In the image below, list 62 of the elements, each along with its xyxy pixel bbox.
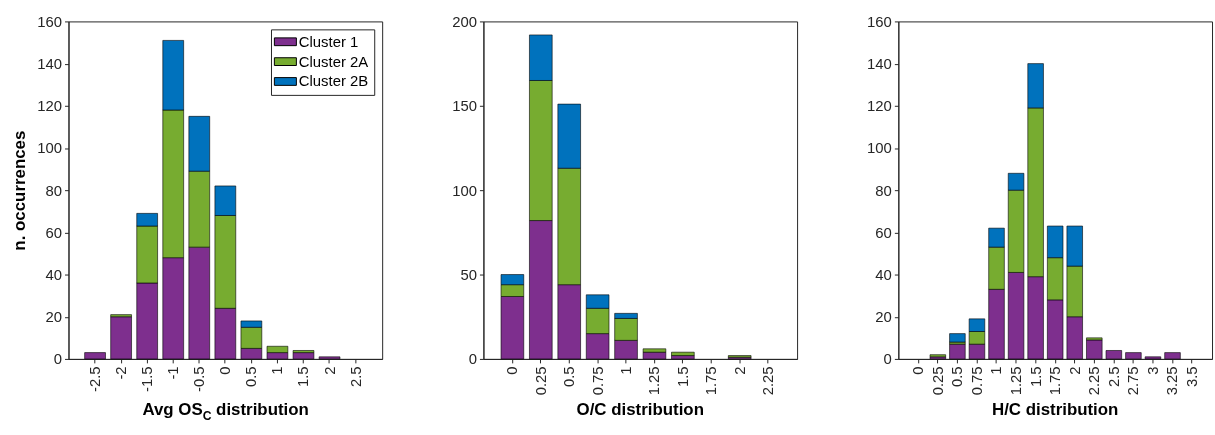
y-tick-label: 100 — [867, 140, 892, 157]
y-tick-label: 140 — [37, 56, 63, 73]
x-tick-label: 2.25 — [1086, 366, 1103, 396]
x-axis-title: O/C distribution — [576, 399, 704, 419]
x-tick-label: 2.5 — [1105, 366, 1122, 388]
y-tick-label: 100 — [452, 182, 477, 199]
x-tick-label: 0.5 — [243, 366, 260, 388]
x-tick-label: 3.5 — [1184, 366, 1201, 388]
x-tick-label: 0.75 — [589, 366, 606, 396]
y-tick-label: 160 — [37, 13, 63, 30]
y-tick-label: 200 — [452, 13, 477, 30]
y-tick-label: 120 — [867, 98, 892, 115]
y-tick-label: 160 — [867, 13, 892, 30]
y-tick-label: 80 — [45, 182, 63, 199]
y-axis-title: n. occurrences — [10, 130, 30, 251]
x-tick-label: 1.5 — [674, 366, 691, 388]
x-tick-label: 1 — [618, 366, 635, 375]
x-tick-label: 2.75 — [1125, 366, 1142, 396]
x-tick-label: 2.5 — [347, 366, 364, 388]
x-tick-label: 3.25 — [1164, 366, 1181, 396]
x-tick-label: 2 — [731, 366, 748, 375]
x-tick-label: 2.25 — [760, 366, 777, 396]
x-tick-label: 1.5 — [1027, 366, 1044, 388]
x-tick-label: -2 — [113, 366, 130, 380]
x-tick-label: 1.75 — [703, 366, 720, 396]
x-axis-title: H/C distribution — [991, 399, 1119, 419]
x-tick-label: 3 — [1144, 366, 1161, 375]
y-tick-label: 60 — [875, 224, 892, 241]
y-tick-label: 40 — [875, 267, 892, 284]
legend-label: Cluster 2B — [298, 73, 369, 90]
y-tick-label: 50 — [460, 267, 477, 284]
x-tick-label: 0 — [910, 366, 927, 375]
x-tick-label: 2 — [1066, 366, 1083, 375]
y-tick-label: 20 — [45, 309, 63, 326]
x-tick-label: 0 — [217, 366, 234, 375]
x-tick-label: 1.25 — [1008, 366, 1025, 396]
y-tick-label: 20 — [875, 309, 892, 326]
x-tick-label: 0.25 — [532, 366, 549, 396]
y-tick-label: 40 — [45, 267, 63, 284]
y-tick-label: 80 — [875, 182, 892, 199]
x-tick-label: 1.25 — [646, 366, 663, 396]
x-tick-label: 1 — [988, 366, 1005, 375]
x-tick-label: -0.5 — [191, 366, 208, 393]
x-tick-label: 1.75 — [1047, 366, 1064, 396]
x-tick-label: 0.75 — [968, 366, 985, 396]
y-tick-label: 150 — [452, 98, 477, 115]
x-tick-label: 1.5 — [295, 366, 312, 388]
x-tick-label: 0 — [504, 366, 521, 375]
y-tick-label: 100 — [37, 140, 63, 157]
y-tick-label: 120 — [37, 98, 63, 115]
y-tick-label: 140 — [867, 56, 892, 73]
x-tick-label: 2 — [321, 366, 338, 375]
x-tick-label: -2.5 — [87, 366, 104, 393]
legend-label: Cluster 2A — [298, 53, 369, 70]
x-tick-label: -1 — [165, 366, 182, 380]
x-tick-label: 0.25 — [929, 366, 946, 396]
x-tick-label: 1 — [269, 366, 286, 375]
legend-label: Cluster 1 — [298, 33, 359, 50]
x-tick-label: 0.5 — [561, 366, 578, 388]
y-tick-label: 60 — [45, 224, 63, 241]
x-tick-label: -1.5 — [139, 366, 156, 393]
x-tick-label: 0.5 — [949, 366, 966, 388]
